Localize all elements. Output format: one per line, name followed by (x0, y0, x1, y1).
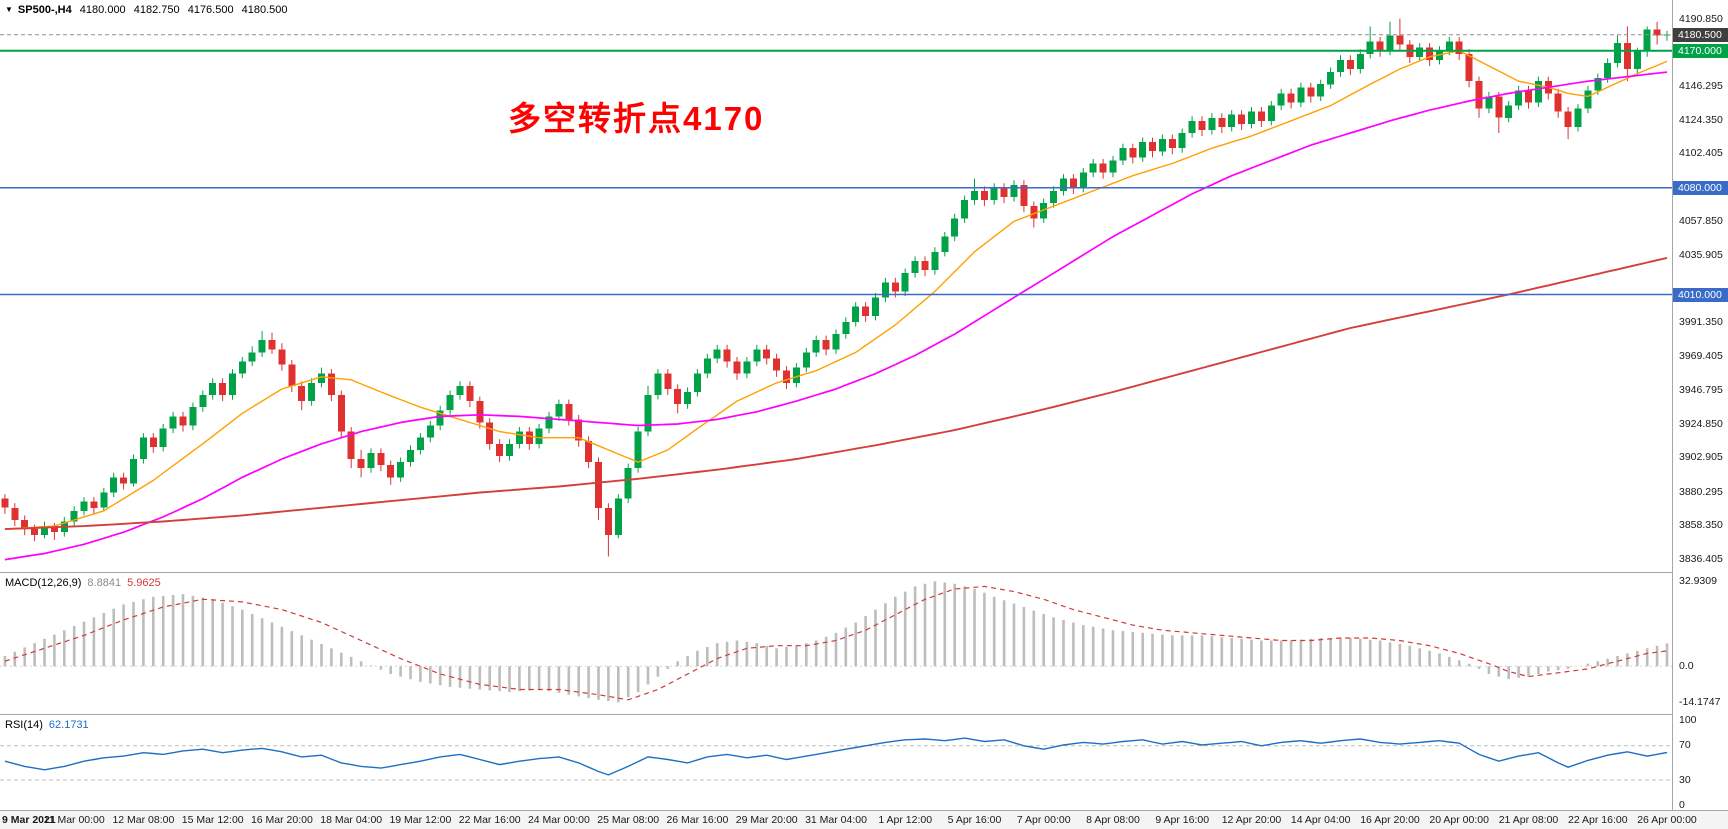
time-axis-label: 19 Mar 12:00 (389, 814, 452, 826)
ohlc-low: 4176.500 (187, 4, 234, 16)
rsi-axis-label: 0 (1679, 799, 1685, 812)
time-axis-label: 7 Apr 00:00 (1016, 814, 1071, 826)
macd-axis-label: 32.9309 (1679, 574, 1717, 587)
macd-signal-line (4, 585, 1668, 701)
ohlc-high: 4182.750 (133, 4, 180, 16)
time-axis-label: 12 Mar 08:00 (112, 814, 175, 826)
time-axis-label: 25 Mar 08:00 (597, 814, 660, 826)
time-axis-label: 11 Mar 00:00 (43, 814, 105, 826)
price-axis-label: 4102.405 (1679, 147, 1723, 160)
macd-indicator-header: MACD(12,26,9) 8.8841 5.9625 (5, 577, 167, 589)
time-axis-label: 29 Mar 20:00 (735, 814, 798, 826)
rsi-axis-label: 30 (1679, 773, 1691, 786)
time-axis-label: 14 Apr 04:00 (1290, 814, 1351, 826)
price-badge: 4180.500 (1673, 27, 1728, 42)
macd-main-value: 8.8841 (87, 577, 122, 589)
time-axis-label: 5 Apr 16:00 (947, 814, 1002, 826)
ma-slow-red (4, 256, 1668, 531)
price-axis-label: 3991.350 (1679, 316, 1723, 329)
time-axis-label: 20 Apr 00:00 (1429, 814, 1489, 826)
ohlc-close: 4180.500 (241, 4, 288, 16)
price-axis-label: 3902.905 (1679, 451, 1723, 464)
time-axis-label: 9 Apr 16:00 (1155, 814, 1210, 826)
time-axis-label: 22 Apr 16:00 (1568, 814, 1628, 826)
price-chart-canvas[interactable] (0, 0, 1672, 572)
time-axis-label: 16 Apr 20:00 (1360, 814, 1420, 826)
rsi-indicator-header: RSI(14) 62.1731 (5, 719, 95, 731)
price-axis-label: 3969.405 (1679, 349, 1723, 362)
macd-axis-label: 0.0 (1679, 659, 1694, 672)
rsi-value: 62.1731 (48, 719, 89, 731)
price-badge: 4010.000 (1673, 287, 1728, 302)
rsi-label: RSI(14) (5, 719, 43, 731)
price-badge: 4170.000 (1673, 43, 1728, 58)
price-axis-label: 4190.850 (1679, 12, 1723, 25)
price-axis-label: 3946.795 (1679, 384, 1723, 397)
time-axis-label: 12 Apr 20:00 (1221, 814, 1282, 826)
rsi-line (4, 737, 1668, 776)
ohlc-open: 4180.000 (79, 4, 126, 16)
price-axis-label: 3880.295 (1679, 485, 1723, 498)
price-axis-label: 3836.405 (1679, 552, 1723, 565)
macd-histogram (3, 581, 1669, 703)
pane-separator-macd-rsi[interactable] (0, 714, 1728, 715)
chart-header: ▼ SP500-,H4 4180.000 4182.750 4176.500 41… (5, 4, 293, 16)
pane-separator-price-macd[interactable] (0, 572, 1728, 573)
time-axis-label: 1 Apr 12:00 (878, 814, 933, 826)
price-axis-label: 4124.350 (1679, 113, 1723, 126)
price-axis[interactable]: 4190.850 4146.295 4124.350 4102.405 4057.850… (1672, 0, 1728, 812)
rsi-axis-label: 70 (1679, 739, 1691, 752)
time-axis-label: 24 Mar 00:00 (527, 814, 590, 826)
time-axis-label: 16 Mar 20:00 (250, 814, 313, 826)
ma-mid-magenta (4, 71, 1668, 561)
price-axis-label: 4146.295 (1679, 80, 1723, 93)
ma-fast-orange (4, 49, 1668, 530)
macd-signal-value: 5.9625 (127, 577, 161, 589)
price-axis-label: 3858.350 (1679, 519, 1723, 531)
candles-layer (1, 18, 1671, 557)
time-axis-label: 26 Mar 16:00 (666, 814, 729, 826)
symbol-timeframe-label: SP500-,H4 (17, 4, 72, 16)
macd-label: MACD(12,26,9) (5, 577, 82, 589)
time-axis-label: 22 Mar 16:00 (458, 814, 521, 826)
macd-axis-label: -14.1747 (1679, 696, 1721, 709)
time-axis-label: 8 Apr 08:00 (1086, 814, 1140, 826)
time-axis-label: 18 Mar 04:00 (320, 814, 383, 826)
price-axis-label: 4057.850 (1679, 215, 1723, 228)
annotation-text[interactable]: 多空转折点4170 (508, 100, 765, 137)
time-axis-label: 9 Mar 2021 (2, 814, 56, 826)
rsi-pane-canvas[interactable] (0, 715, 1672, 810)
time-axis-label: 31 Mar 04:00 (805, 814, 867, 826)
time-axis-label: 15 Mar 12:00 (181, 814, 244, 826)
time-axis-label: 21 Apr 08:00 (1498, 814, 1559, 826)
price-badge: 4080.000 (1673, 180, 1728, 195)
collapse-arrow-icon[interactable]: ▼ (5, 5, 13, 14)
price-axis-label: 3924.850 (1679, 417, 1723, 430)
time-axis-label: 26 Apr 00:00 (1637, 814, 1697, 826)
macd-pane-canvas[interactable] (0, 573, 1672, 714)
time-axis[interactable]: 9 Mar 2021 11 Mar 00:00 12 Mar 08:00 15 Mar… (0, 810, 1728, 829)
rsi-axis-label: 100 (1679, 713, 1697, 726)
price-axis-label: 4035.905 (1679, 248, 1723, 261)
